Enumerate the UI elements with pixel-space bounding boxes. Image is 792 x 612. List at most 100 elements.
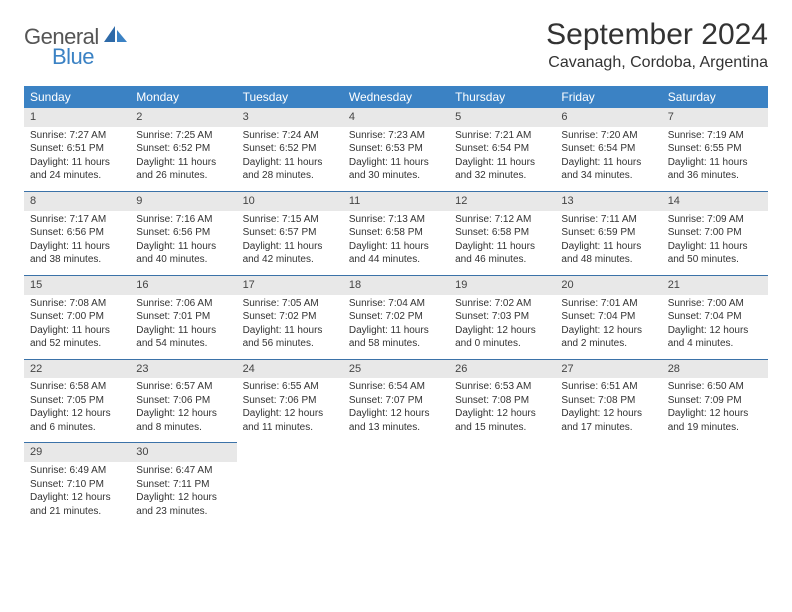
- sunset-line: Sunset: 6:54 PM: [455, 142, 549, 156]
- calendar-row: 1Sunrise: 7:27 AMSunset: 6:51 PMDaylight…: [24, 108, 768, 191]
- sunset-line: Sunset: 6:56 PM: [136, 226, 230, 240]
- day-details: Sunrise: 7:09 AMSunset: 7:00 PMDaylight:…: [662, 211, 768, 269]
- daylight-line: Daylight: 11 hours and 38 minutes.: [30, 240, 124, 267]
- calendar-row: 29Sunrise: 6:49 AMSunset: 7:10 PMDayligh…: [24, 442, 768, 526]
- day-number: 14: [662, 192, 768, 211]
- day-number: 23: [130, 360, 236, 379]
- calendar-cell: 15Sunrise: 7:08 AMSunset: 7:00 PMDayligh…: [24, 275, 130, 359]
- calendar-cell: 27Sunrise: 6:51 AMSunset: 7:08 PMDayligh…: [555, 359, 661, 443]
- day-header: Thursday: [449, 86, 555, 108]
- day-details: Sunrise: 6:55 AMSunset: 7:06 PMDaylight:…: [237, 378, 343, 436]
- day-details: Sunrise: 7:08 AMSunset: 7:00 PMDaylight:…: [24, 295, 130, 353]
- sunrise-line: Sunrise: 7:20 AM: [561, 129, 655, 143]
- sunrise-line: Sunrise: 7:23 AM: [349, 129, 443, 143]
- day-details: Sunrise: 7:23 AMSunset: 6:53 PMDaylight:…: [343, 127, 449, 185]
- sunrise-line: Sunrise: 7:12 AM: [455, 213, 549, 227]
- sunrise-line: Sunrise: 7:06 AM: [136, 297, 230, 311]
- sunrise-line: Sunrise: 6:55 AM: [243, 380, 337, 394]
- day-number: 19: [449, 276, 555, 295]
- daylight-line: Daylight: 11 hours and 36 minutes.: [668, 156, 762, 183]
- sunset-line: Sunset: 7:11 PM: [136, 478, 230, 492]
- day-details: Sunrise: 6:51 AMSunset: 7:08 PMDaylight:…: [555, 378, 661, 436]
- daylight-line: Daylight: 12 hours and 15 minutes.: [455, 407, 549, 434]
- day-details: Sunrise: 7:25 AMSunset: 6:52 PMDaylight:…: [130, 127, 236, 185]
- sunset-line: Sunset: 7:10 PM: [30, 478, 124, 492]
- calendar-cell: 17Sunrise: 7:05 AMSunset: 7:02 PMDayligh…: [237, 275, 343, 359]
- sunset-line: Sunset: 6:53 PM: [349, 142, 443, 156]
- sunset-line: Sunset: 7:00 PM: [30, 310, 124, 324]
- calendar-cell: 2Sunrise: 7:25 AMSunset: 6:52 PMDaylight…: [130, 108, 236, 191]
- calendar-cell: [343, 442, 449, 526]
- daylight-line: Daylight: 11 hours and 32 minutes.: [455, 156, 549, 183]
- sunset-line: Sunset: 7:08 PM: [561, 394, 655, 408]
- sunset-line: Sunset: 7:00 PM: [668, 226, 762, 240]
- day-number: 4: [343, 108, 449, 127]
- calendar-cell: 8Sunrise: 7:17 AMSunset: 6:56 PMDaylight…: [24, 191, 130, 275]
- daylight-line: Daylight: 12 hours and 13 minutes.: [349, 407, 443, 434]
- daylight-line: Daylight: 12 hours and 17 minutes.: [561, 407, 655, 434]
- daylight-line: Daylight: 11 hours and 24 minutes.: [30, 156, 124, 183]
- day-details: Sunrise: 6:47 AMSunset: 7:11 PMDaylight:…: [130, 462, 236, 520]
- daylight-line: Daylight: 12 hours and 4 minutes.: [668, 324, 762, 351]
- day-number: 1: [24, 108, 130, 127]
- day-number: 7: [662, 108, 768, 127]
- day-details: Sunrise: 7:20 AMSunset: 6:54 PMDaylight:…: [555, 127, 661, 185]
- sunrise-line: Sunrise: 6:50 AM: [668, 380, 762, 394]
- calendar-cell: [449, 442, 555, 526]
- day-number: 22: [24, 360, 130, 379]
- day-details: Sunrise: 6:49 AMSunset: 7:10 PMDaylight:…: [24, 462, 130, 520]
- sunrise-line: Sunrise: 6:47 AM: [136, 464, 230, 478]
- title-block: September 2024 Cavanagh, Cordoba, Argent…: [546, 18, 768, 72]
- calendar-cell: 14Sunrise: 7:09 AMSunset: 7:00 PMDayligh…: [662, 191, 768, 275]
- sunset-line: Sunset: 7:04 PM: [561, 310, 655, 324]
- calendar-cell: 23Sunrise: 6:57 AMSunset: 7:06 PMDayligh…: [130, 359, 236, 443]
- calendar-row: 22Sunrise: 6:58 AMSunset: 7:05 PMDayligh…: [24, 359, 768, 443]
- day-number: 21: [662, 276, 768, 295]
- day-header: Sunday: [24, 86, 130, 108]
- sunset-line: Sunset: 7:07 PM: [349, 394, 443, 408]
- calendar-cell: 30Sunrise: 6:47 AMSunset: 7:11 PMDayligh…: [130, 442, 236, 526]
- day-number: 6: [555, 108, 661, 127]
- header: General Blue September 2024 Cavanagh, Co…: [24, 18, 768, 72]
- day-details: Sunrise: 6:58 AMSunset: 7:05 PMDaylight:…: [24, 378, 130, 436]
- calendar-cell: 1Sunrise: 7:27 AMSunset: 6:51 PMDaylight…: [24, 108, 130, 191]
- calendar-cell: 4Sunrise: 7:23 AMSunset: 6:53 PMDaylight…: [343, 108, 449, 191]
- sunset-line: Sunset: 7:02 PM: [349, 310, 443, 324]
- day-details: Sunrise: 7:11 AMSunset: 6:59 PMDaylight:…: [555, 211, 661, 269]
- sunrise-line: Sunrise: 7:13 AM: [349, 213, 443, 227]
- day-number: 15: [24, 276, 130, 295]
- day-number: 3: [237, 108, 343, 127]
- day-header: Tuesday: [237, 86, 343, 108]
- day-header: Monday: [130, 86, 236, 108]
- sunrise-line: Sunrise: 7:27 AM: [30, 129, 124, 143]
- calendar-cell: 29Sunrise: 6:49 AMSunset: 7:10 PMDayligh…: [24, 442, 130, 526]
- logo: General Blue: [24, 24, 129, 70]
- sunset-line: Sunset: 7:04 PM: [668, 310, 762, 324]
- daylight-line: Daylight: 11 hours and 56 minutes.: [243, 324, 337, 351]
- day-details: Sunrise: 7:21 AMSunset: 6:54 PMDaylight:…: [449, 127, 555, 185]
- sunrise-line: Sunrise: 7:05 AM: [243, 297, 337, 311]
- day-details: Sunrise: 7:06 AMSunset: 7:01 PMDaylight:…: [130, 295, 236, 353]
- calendar-cell: [237, 442, 343, 526]
- day-number: 26: [449, 360, 555, 379]
- daylight-line: Daylight: 11 hours and 54 minutes.: [136, 324, 230, 351]
- calendar-cell: 22Sunrise: 6:58 AMSunset: 7:05 PMDayligh…: [24, 359, 130, 443]
- day-number: 18: [343, 276, 449, 295]
- daylight-line: Daylight: 11 hours and 28 minutes.: [243, 156, 337, 183]
- day-details: Sunrise: 6:54 AMSunset: 7:07 PMDaylight:…: [343, 378, 449, 436]
- day-details: Sunrise: 7:27 AMSunset: 6:51 PMDaylight:…: [24, 127, 130, 185]
- calendar-cell: 13Sunrise: 7:11 AMSunset: 6:59 PMDayligh…: [555, 191, 661, 275]
- daylight-line: Daylight: 12 hours and 6 minutes.: [30, 407, 124, 434]
- calendar-table: SundayMondayTuesdayWednesdayThursdayFrid…: [24, 86, 768, 526]
- day-number: 12: [449, 192, 555, 211]
- sunrise-line: Sunrise: 6:49 AM: [30, 464, 124, 478]
- day-details: Sunrise: 7:13 AMSunset: 6:58 PMDaylight:…: [343, 211, 449, 269]
- sunrise-line: Sunrise: 7:16 AM: [136, 213, 230, 227]
- day-details: Sunrise: 6:57 AMSunset: 7:06 PMDaylight:…: [130, 378, 236, 436]
- sunset-line: Sunset: 7:03 PM: [455, 310, 549, 324]
- calendar-cell: 26Sunrise: 6:53 AMSunset: 7:08 PMDayligh…: [449, 359, 555, 443]
- calendar-cell: 6Sunrise: 7:20 AMSunset: 6:54 PMDaylight…: [555, 108, 661, 191]
- sunrise-line: Sunrise: 6:57 AM: [136, 380, 230, 394]
- sunset-line: Sunset: 6:56 PM: [30, 226, 124, 240]
- sunrise-line: Sunrise: 7:09 AM: [668, 213, 762, 227]
